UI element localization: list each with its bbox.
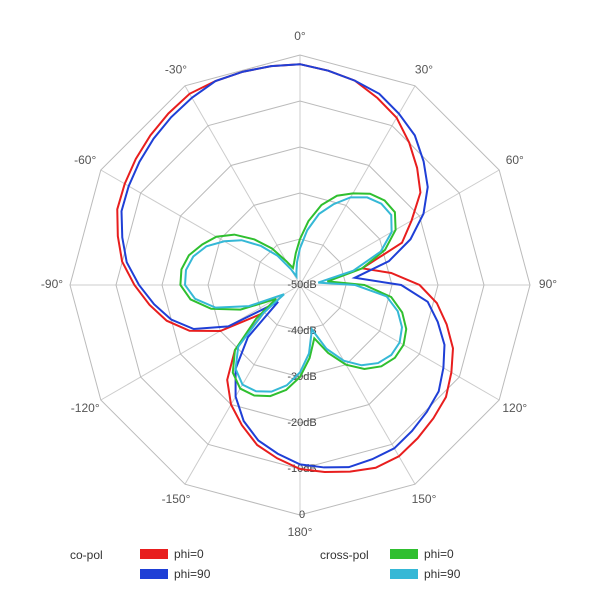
angle-label: -150°: [162, 492, 191, 506]
legend-prefix: cross-pol: [320, 548, 369, 562]
legend-swatch: [140, 569, 168, 579]
angle-label: 30°: [415, 62, 433, 76]
legend-item-label: phi=0: [174, 547, 204, 561]
angle-label: 120°: [502, 401, 527, 415]
angle-label: -90°: [41, 277, 63, 291]
legend-swatch: [140, 549, 168, 559]
angle-label: 90°: [539, 277, 557, 291]
angle-label: -30°: [165, 62, 187, 76]
angle-label: -120°: [71, 401, 100, 415]
legend-prefix: co-pol: [70, 548, 103, 562]
angle-label: 60°: [506, 153, 524, 167]
angle-label: 150°: [412, 492, 437, 506]
legend-swatch: [390, 569, 418, 579]
radial-tick-label: -20dB: [287, 417, 316, 429]
legend-swatch: [390, 549, 418, 559]
legend-item-label: phi=90: [174, 567, 211, 581]
polar-radiation-chart: -90° -60° -30° 0° 30° 60° 90° 120° 150° 180° -150°…: [0, 0, 600, 600]
angle-label: 180°: [288, 525, 313, 539]
radial-tick-label: 0: [299, 509, 305, 521]
legend-item-label: phi=90: [424, 567, 461, 581]
radial-tick-label: -50dB: [287, 279, 316, 291]
angle-label: 0°: [294, 29, 306, 43]
angle-label: -60°: [74, 153, 96, 167]
legend-item-label: phi=0: [424, 547, 454, 561]
